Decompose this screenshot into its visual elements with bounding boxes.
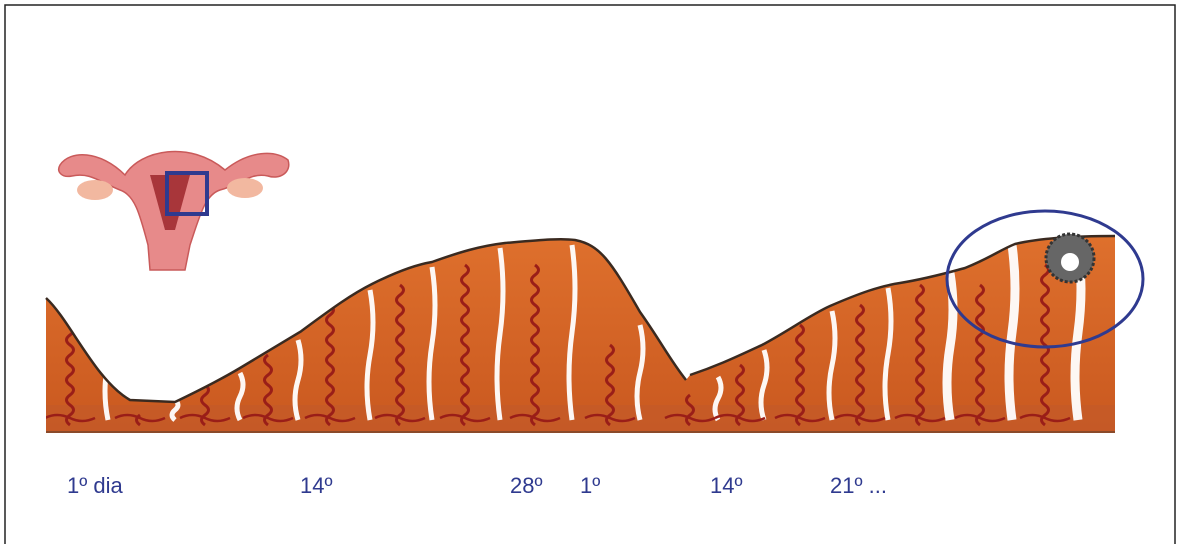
day-label: 28º — [510, 473, 543, 498]
day-label: 1º dia — [67, 473, 124, 498]
day-label: 14º — [300, 473, 333, 498]
ovary-right — [227, 178, 263, 198]
day-label: 1º — [580, 473, 600, 498]
day-label: 14º — [710, 473, 743, 498]
ovary-left — [77, 180, 113, 200]
page: 1º dia14º28º1º14º21º ... (() => { const … — [0, 0, 1177, 544]
figure: 1º dia 14º 28º 1º 14º 21º ... — [0, 0, 1177, 544]
day-label: 21º ... — [830, 473, 887, 498]
embryo-core — [1061, 253, 1079, 271]
